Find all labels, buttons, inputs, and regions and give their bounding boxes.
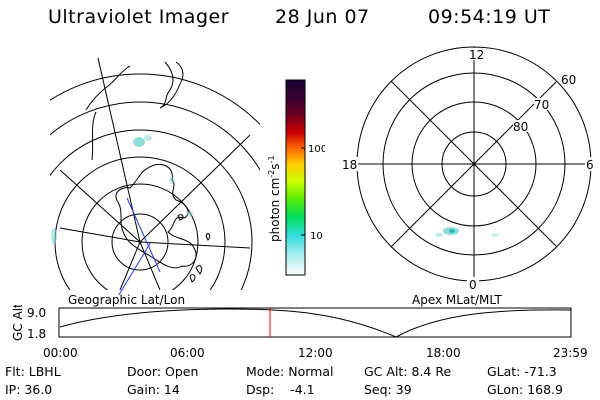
subsatellite-track xyxy=(126,197,161,273)
aurora-patch xyxy=(144,135,152,141)
coastline xyxy=(177,214,211,241)
meridian xyxy=(139,241,251,249)
lat-circle xyxy=(111,213,169,271)
info-door: Door: Open xyxy=(127,364,199,379)
lat-circle xyxy=(50,73,260,126)
instrument-title: Ultraviolet Imager xyxy=(48,6,230,28)
info-gain: Gain: 14 xyxy=(127,382,180,397)
mlt-label-6: 6 xyxy=(586,158,594,172)
info-glat: GLat: -71.3 xyxy=(487,364,557,379)
xtick: 23:59 xyxy=(553,346,588,360)
xtick: 06:00 xyxy=(170,346,205,360)
mlt-label-12: 12 xyxy=(469,48,484,62)
color-bar-gradient xyxy=(285,79,306,276)
meridian xyxy=(139,241,161,290)
ytick-bottom: 1.8 xyxy=(27,327,46,341)
color-bar: 100 10 photon cm-2s-1 xyxy=(267,79,325,276)
left-panel-caption: Geographic Lat/Lon xyxy=(68,293,186,307)
xtick: 00:00 xyxy=(43,346,78,360)
info-ip: IP: 36.0 xyxy=(5,382,53,397)
magnetic-polar-map: 12 18 6 0 80 70 60 xyxy=(340,46,597,292)
aurora-patch xyxy=(435,233,443,237)
aurora-patch xyxy=(51,228,57,244)
mlt-line xyxy=(390,80,558,248)
colorbar-tick: 100 xyxy=(308,144,325,155)
aurora-patch xyxy=(491,233,499,237)
date-label: 28 Jun 07 xyxy=(275,6,370,28)
aurora-patch xyxy=(187,211,193,217)
aurora-patch xyxy=(133,137,145,147)
altitude-plot: GC Alt 9.0 1.8 00:00 06:00 12:00 18:00 2… xyxy=(11,305,588,360)
mlat-label-70: 70 xyxy=(534,98,549,112)
coastline xyxy=(115,164,197,269)
altitude-curve xyxy=(59,308,572,338)
meridian xyxy=(59,169,141,243)
coastline xyxy=(85,65,131,161)
meridian xyxy=(97,57,141,243)
colorbar-unit-label: photon cm-2s-1 xyxy=(267,155,282,242)
mlat-label-80: 80 xyxy=(513,120,528,134)
ytick-top: 9.0 xyxy=(27,306,46,320)
info-seq: Seq: 39 xyxy=(364,382,412,397)
altitude-plot-frame xyxy=(58,307,572,338)
meridian xyxy=(139,134,251,243)
xtick: 18:00 xyxy=(426,346,461,360)
mlt-label-0: 0 xyxy=(469,278,477,292)
info-flt: Flt: LBHL xyxy=(5,364,61,379)
meridian xyxy=(119,241,141,290)
coastline xyxy=(159,61,184,109)
mlt-label-18: 18 xyxy=(342,158,357,172)
lat-circle xyxy=(50,101,260,171)
right-panel-caption: Apex MLat/MLT xyxy=(412,293,502,307)
geographic-map xyxy=(50,57,260,295)
mlat-label-60: 60 xyxy=(561,73,576,87)
info-dsp: Dsp: -4.1 xyxy=(246,382,315,397)
xtick: 12:00 xyxy=(298,346,333,360)
aurora-patch xyxy=(449,229,455,233)
aurora-patch xyxy=(169,176,175,184)
info-mode: Mode: Normal xyxy=(246,364,334,379)
lat-circle xyxy=(81,183,199,290)
coastline xyxy=(189,265,203,283)
meridian xyxy=(59,227,141,243)
info-gcalt: GC Alt: 8.4 Re xyxy=(364,364,452,379)
info-glon: GLon: 168.9 xyxy=(487,382,563,397)
subsatellite-track xyxy=(118,241,152,295)
colorbar-tick: 10 xyxy=(310,231,323,242)
time-label: 09:54:19 UT xyxy=(428,6,551,28)
lat-circle xyxy=(50,129,253,290)
ylabel: GC Alt xyxy=(11,305,25,341)
